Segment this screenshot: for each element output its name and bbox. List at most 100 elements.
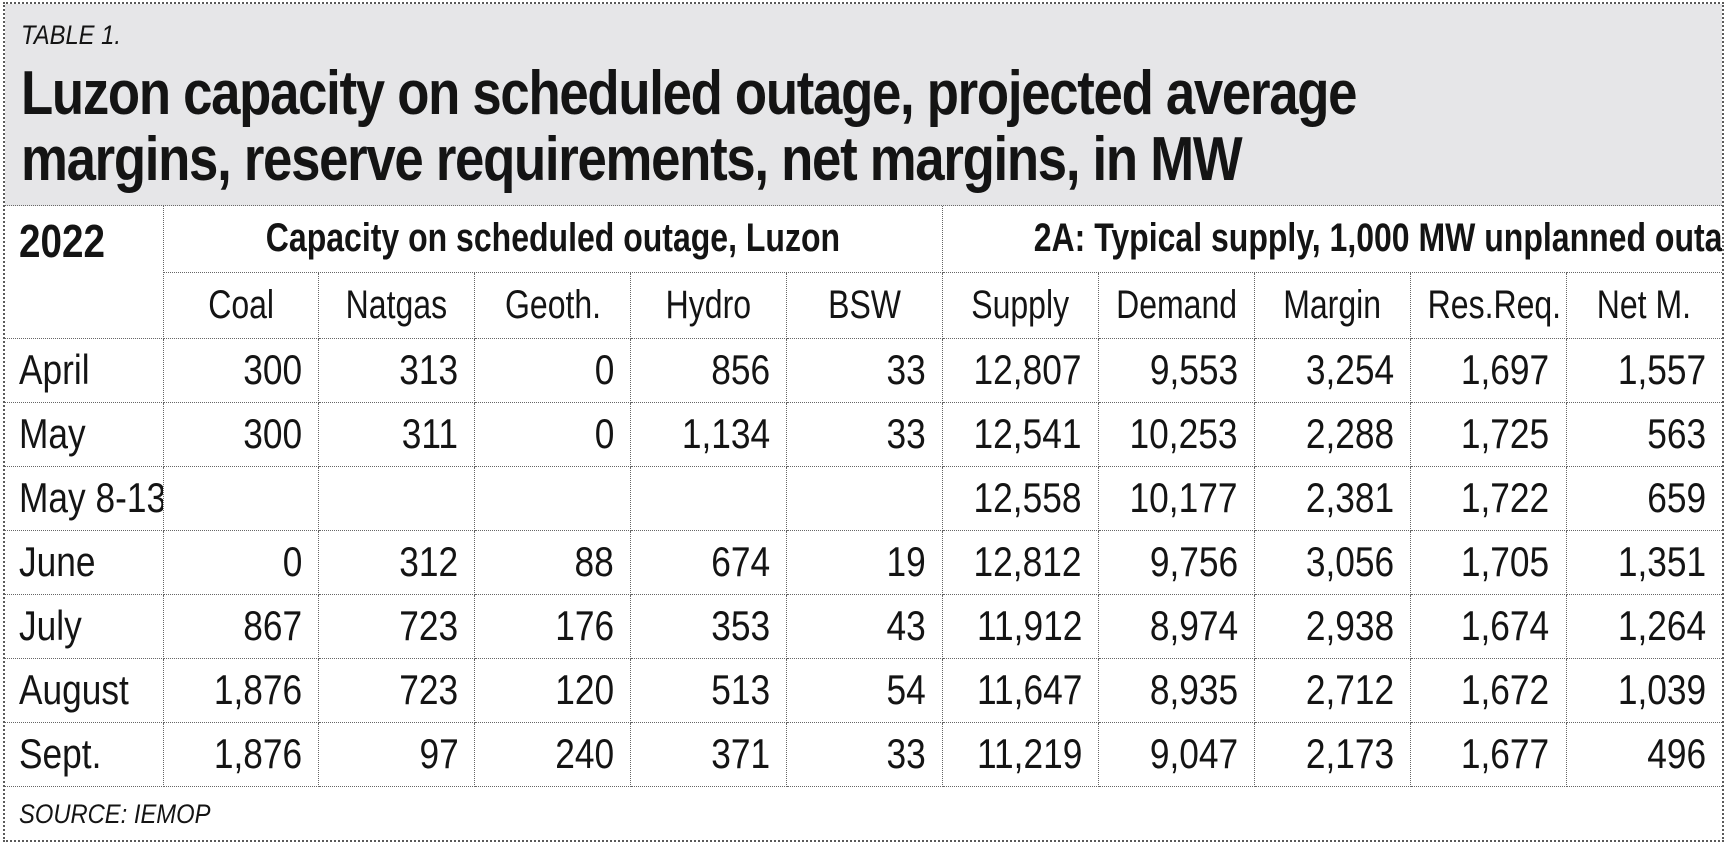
- cell: 1,351: [1565, 529, 1723, 595]
- cell: 11,647: [941, 657, 1099, 723]
- cell: 1,876: [162, 721, 320, 787]
- cell: 300: [162, 337, 320, 403]
- cell: 311: [318, 401, 476, 467]
- source-row: SOURCE: IEMOP: [4, 785, 1723, 844]
- cell: 97: [318, 721, 476, 787]
- cell: 3,056: [1253, 529, 1411, 595]
- col-header-geoth: Geoth.: [474, 271, 632, 339]
- col-header-netm: Net M.: [1565, 271, 1723, 339]
- column-header-row: Coal Natgas Geoth. Hydro BSW Supply Dema…: [5, 271, 1723, 339]
- cell: 9,553: [1097, 337, 1255, 403]
- cell: 371: [630, 721, 788, 787]
- group-header-outage: Capacity on scheduled outage, Luzon: [162, 205, 943, 273]
- cell: 1,672: [1409, 657, 1567, 723]
- page-title: Luzon capacity on scheduled outage, proj…: [21, 61, 1702, 193]
- col-header-natgas: Natgas: [318, 271, 476, 339]
- cell: 9,047: [1097, 721, 1255, 787]
- cell: 867: [162, 593, 320, 659]
- col-header-supply: Supply: [941, 271, 1099, 339]
- col-header-hydro: Hydro: [630, 271, 788, 339]
- cell: 176: [474, 593, 632, 659]
- cell: 10,253: [1097, 401, 1255, 467]
- row-label: May: [4, 401, 164, 467]
- cell: 659: [1565, 465, 1723, 531]
- cell: 2,938: [1253, 593, 1411, 659]
- cell: 1,674: [1409, 593, 1567, 659]
- cell: 8,935: [1097, 657, 1255, 723]
- cell: 2,381: [1253, 465, 1411, 531]
- col-header-bsw: BSW: [786, 271, 943, 339]
- table-row-august: August 1,876 723 120 513 54 11,647 8,935…: [4, 657, 1723, 723]
- cell: [786, 465, 943, 531]
- cell: 723: [318, 593, 476, 659]
- cell: 33: [786, 721, 943, 787]
- cell: 1,722: [1409, 465, 1567, 531]
- cell: 12,812: [941, 529, 1099, 595]
- cell: 1,876: [162, 657, 320, 723]
- cell: 88: [474, 529, 632, 595]
- cell: 0: [162, 529, 320, 595]
- row-label: April: [4, 337, 164, 403]
- table-row-may8-13: May 8-13 12,558 10,177 2,381 1,722 659: [4, 465, 1723, 531]
- cell: 1,697: [1409, 337, 1567, 403]
- row-label: May 8-13: [4, 465, 164, 531]
- year-header: 2022: [4, 205, 164, 339]
- table-row-sept: Sept. 1,876 97 240 371 33 11,219 9,047 2…: [4, 721, 1723, 787]
- group-header-row: 2022 Capacity on scheduled outage, Luzon…: [4, 205, 1723, 339]
- cell: 1,039: [1565, 657, 1723, 723]
- cell: 8,974: [1097, 593, 1255, 659]
- cell: 1,134: [630, 401, 788, 467]
- cell: 10,177: [1097, 465, 1255, 531]
- cell: [162, 465, 320, 531]
- col-header-margin: Margin: [1253, 271, 1411, 339]
- cell: 2,173: [1253, 721, 1411, 787]
- cell: 1,557: [1565, 337, 1723, 403]
- row-label: Sept.: [4, 721, 164, 787]
- cell: 54: [786, 657, 943, 723]
- cell: 11,219: [941, 721, 1099, 787]
- cell: 674: [630, 529, 788, 595]
- cell: 1,705: [1409, 529, 1567, 595]
- cell: 353: [630, 593, 788, 659]
- cell: 312: [318, 529, 476, 595]
- cell: 0: [474, 401, 632, 467]
- cell: 19: [786, 529, 943, 595]
- cell: 1,677: [1409, 721, 1567, 787]
- cell: 11,912: [941, 593, 1099, 659]
- cell: 9,756: [1097, 529, 1255, 595]
- cell: 240: [474, 721, 632, 787]
- cell: 12,541: [941, 401, 1099, 467]
- cell: 33: [786, 401, 943, 467]
- col-header-resreq: Res.Req.: [1409, 271, 1567, 339]
- cell: 0: [474, 337, 632, 403]
- col-header-coal: Coal: [162, 271, 320, 339]
- title-band: TABLE 1. Luzon capacity on scheduled out…: [5, 4, 1722, 206]
- cell: 2,288: [1253, 401, 1411, 467]
- col-header-demand: Demand: [1097, 271, 1255, 339]
- cell: 1,725: [1409, 401, 1567, 467]
- group-header-supply: 2A: Typical supply, 1,000 MW unplanned o…: [941, 205, 1723, 273]
- cell: [630, 465, 788, 531]
- cell: 300: [162, 401, 320, 467]
- outer-frame: TABLE 1. Luzon capacity on scheduled out…: [3, 2, 1724, 844]
- cell: 2,712: [1253, 657, 1411, 723]
- cell: 563: [1565, 401, 1723, 467]
- row-label: August: [4, 657, 164, 723]
- capacity-table: 2022 Capacity on scheduled outage, Luzon…: [4, 205, 1723, 844]
- row-label: June: [4, 529, 164, 595]
- cell: 313: [318, 337, 476, 403]
- cell: 1,264: [1565, 593, 1723, 659]
- row-label: July: [4, 593, 164, 659]
- cell: 513: [630, 657, 788, 723]
- page-title-line2: margins, reserve requirements, net margi…: [21, 125, 1243, 194]
- cell: 33: [786, 337, 943, 403]
- cell: [474, 465, 632, 531]
- cell: 496: [1565, 721, 1723, 787]
- cell: 12,807: [941, 337, 1099, 403]
- cell: 12,558: [941, 465, 1099, 531]
- source-note: SOURCE: IEMOP: [4, 785, 1723, 844]
- cell: 43: [786, 593, 943, 659]
- cell: 856: [630, 337, 788, 403]
- table-row-june: June 0 312 88 674 19 12,812 9,756 3,056 …: [4, 529, 1723, 595]
- cell: [318, 465, 476, 531]
